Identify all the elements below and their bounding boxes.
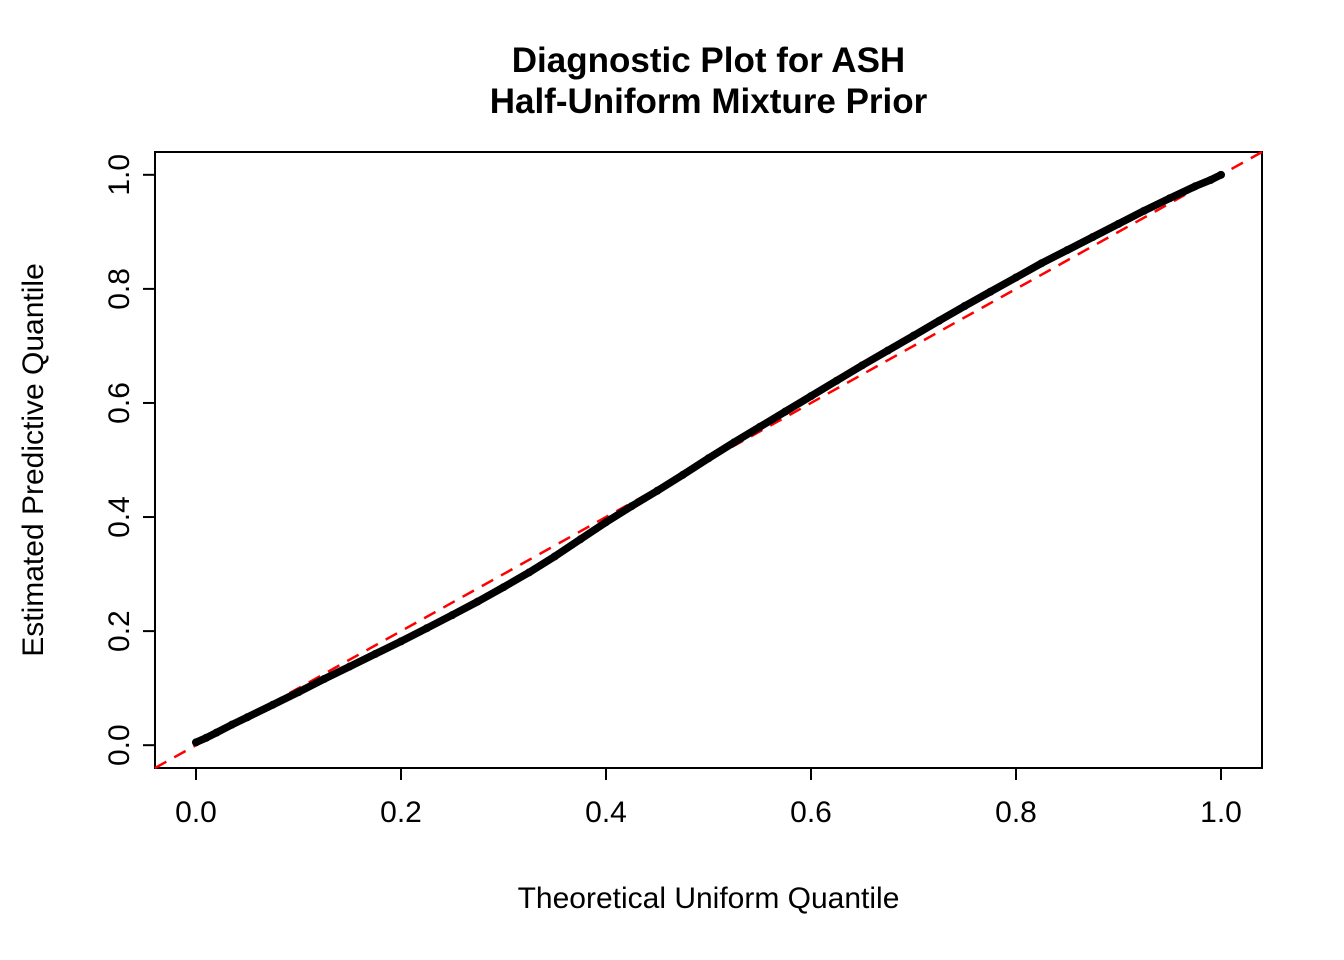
qq-point <box>202 733 211 742</box>
chart-title: Diagnostic Plot for ASH Half-Uniform Mix… <box>155 40 1262 123</box>
y-tick-label: 0.6 <box>103 382 136 424</box>
y-tick-label: 0.2 <box>103 610 136 652</box>
qq-points-curve <box>192 171 1225 747</box>
qq-point <box>243 713 252 722</box>
qq-point <box>781 407 790 416</box>
qq-point <box>755 422 764 431</box>
qq-point <box>212 728 221 737</box>
qq-point <box>1063 246 1072 255</box>
x-axis-label: Theoretical Uniform Quantile <box>517 882 900 915</box>
chart-title-line-2: Half-Uniform Mixture Prior <box>489 82 928 122</box>
qq-point <box>1191 182 1200 191</box>
qq-point <box>807 392 815 401</box>
qq-point <box>909 331 918 340</box>
x-tick-label: 0.6 <box>790 796 832 829</box>
y-tick-label: 0.8 <box>103 268 136 310</box>
x-tick-label: 0.8 <box>995 796 1037 829</box>
qq-point <box>499 583 508 592</box>
y-tick-label: 0.4 <box>103 496 136 538</box>
qq-point <box>448 611 457 620</box>
qq-point <box>832 376 841 385</box>
x-tick-label: 0.0 <box>175 796 217 829</box>
qq-point <box>576 535 585 544</box>
qq-point <box>397 637 405 646</box>
qq-point <box>678 470 687 479</box>
qq-point <box>294 688 303 697</box>
qq-point <box>1206 175 1215 184</box>
qq-point <box>730 438 739 447</box>
qq-point <box>935 316 944 325</box>
qq-point <box>858 361 867 370</box>
qq-point <box>1140 206 1149 215</box>
y-tick-label: 1.0 <box>103 154 136 196</box>
qq-point <box>550 552 559 561</box>
qq-point <box>883 346 892 355</box>
chart-title-line-1: Diagnostic Plot for ASH <box>511 41 906 80</box>
qq-point <box>371 649 380 658</box>
plot-box <box>154 151 1263 769</box>
qq-point <box>960 302 969 310</box>
qq-point <box>320 675 329 684</box>
qq-point <box>627 502 636 511</box>
qq-point <box>227 720 236 729</box>
qq-point <box>1165 194 1174 203</box>
qq-point <box>268 700 277 709</box>
qq-point <box>422 624 431 633</box>
qq-point <box>704 454 713 463</box>
y-tick-label: 0.0 <box>103 724 136 766</box>
qq-point <box>1114 219 1123 228</box>
qq-point <box>473 597 482 606</box>
qq-point <box>653 486 662 495</box>
qq-point <box>1088 232 1097 241</box>
y-axis-label: Estimated Predictive Quantile <box>17 263 50 657</box>
qq-point <box>192 738 200 747</box>
qq-point <box>525 568 534 577</box>
x-tick-label: 0.2 <box>380 796 422 829</box>
qq-point <box>602 518 610 527</box>
qq-point <box>345 662 354 671</box>
x-tick-label: 0.4 <box>585 796 627 829</box>
qq-point <box>986 287 995 296</box>
qq-point <box>1217 170 1225 179</box>
x-tick-label: 1.0 <box>1200 796 1242 829</box>
qq-point <box>1037 259 1046 268</box>
qq-point <box>1012 273 1020 282</box>
